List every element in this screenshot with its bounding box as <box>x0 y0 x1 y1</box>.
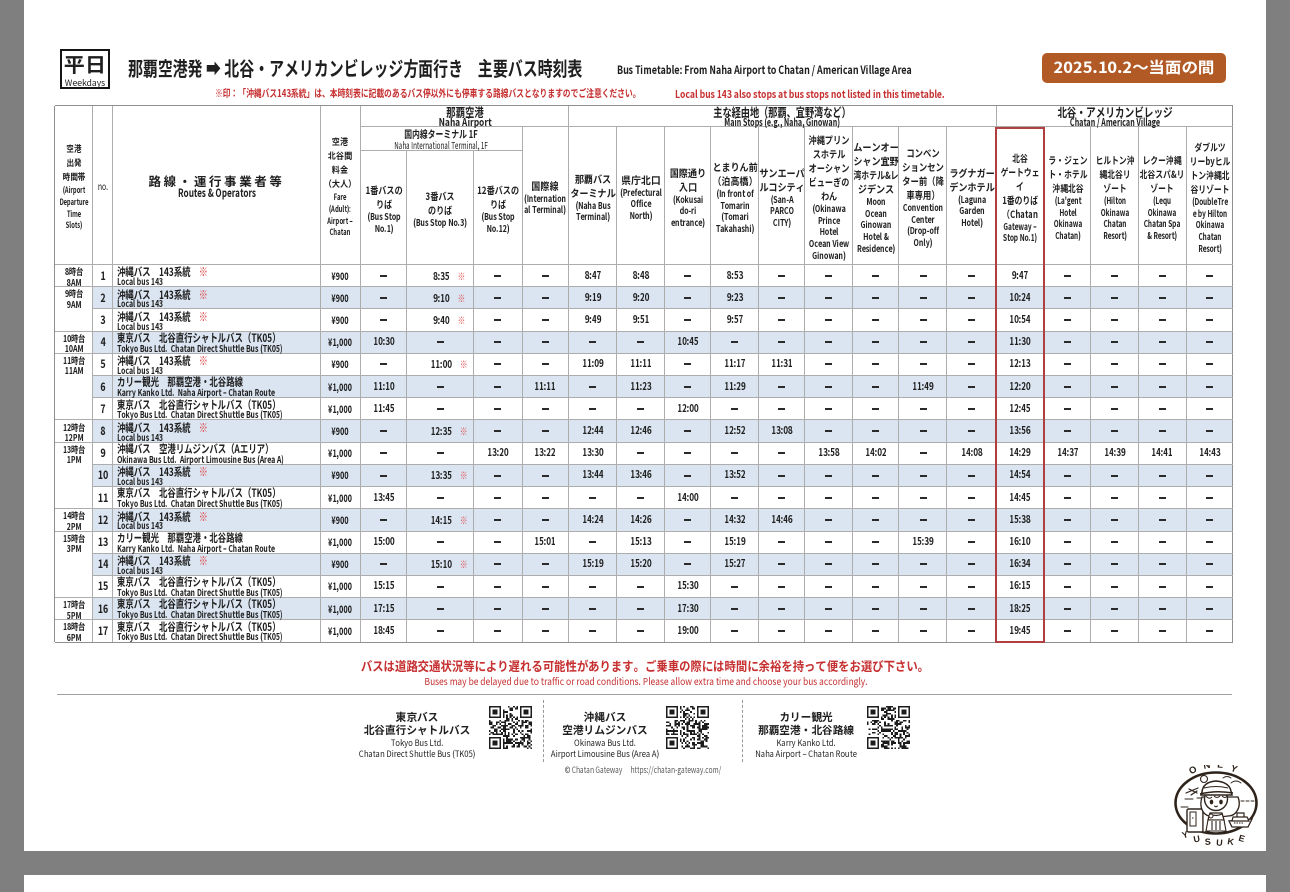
svg-text:U: U <box>1193 833 1201 844</box>
svg-text:K: K <box>1227 836 1236 847</box>
svg-text:S: S <box>1204 837 1211 847</box>
svg-text:E: E <box>1237 833 1246 844</box>
svg-text:U: U <box>1216 838 1223 848</box>
svg-text:N: N <box>1202 765 1211 772</box>
svg-text:L: L <box>1217 765 1224 771</box>
svg-text:Y: Y <box>1229 765 1239 776</box>
svg-text:Y: Y <box>1181 829 1190 840</box>
svg-text:O: O <box>1187 765 1199 777</box>
